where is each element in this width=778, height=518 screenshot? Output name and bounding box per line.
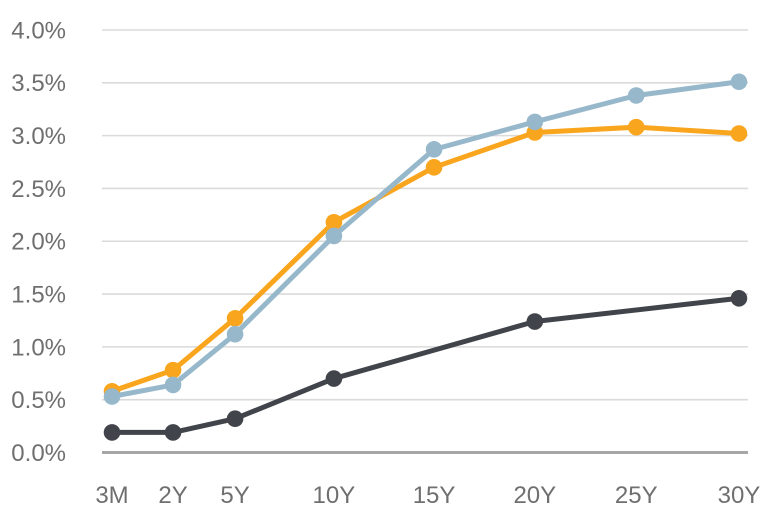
marker-blue-curve-30Y [730,73,748,91]
x-tick-label: 30Y [718,482,761,509]
marker-orange-curve-25Y [627,118,645,136]
marker-orange-curve-10Y [325,213,343,231]
y-tick-label: 4.0% [11,17,66,44]
marker-blue-curve-10Y [325,227,343,245]
y-tick-label: 0.5% [11,387,66,414]
marker-dark-curve-10Y [325,370,343,387]
marker-blue-curve-20Y [526,113,544,131]
y-tick-label: 1.5% [11,281,66,308]
x-tick-label: 3M [95,482,128,509]
marker-blue-curve-3M [103,388,121,405]
y-tick-label: 3.0% [11,123,66,150]
marker-dark-curve-20Y [526,313,544,330]
y-tick-label: 2.5% [11,176,66,203]
x-tick-labels: 3M 2Y 5Y 10Y 15Y 20Y 25Y 30Y [95,482,760,509]
marker-dark-curve-3M [103,424,121,441]
series-dark-curve [103,289,748,441]
series-orange-curve [103,118,748,400]
marker-blue-curve-5Y [226,325,244,343]
marker-blue-curve-15Y [425,141,443,158]
marker-dark-curve-5Y [226,410,244,428]
marker-orange-curve-15Y [425,159,443,176]
y-tick-label: 0.0% [11,440,66,467]
marker-orange-curve-5Y [226,310,244,327]
x-tick-label: 20Y [513,482,556,509]
series-blue-curve [103,73,748,405]
marker-blue-curve-2Y [164,376,182,394]
gridlines [102,29,748,401]
x-tick-label: 5Y [220,482,249,509]
y-tick-labels: 0.0% 0.5% 1.0% 1.5% 2.0% 2.5% 3.0% 3.5% 4.0% [11,17,66,467]
marker-orange-curve-30Y [730,125,748,142]
y-tick-label: 2.0% [11,229,66,256]
x-tick-label: 2Y [158,482,187,509]
y-tick-label: 1.0% [11,334,66,361]
marker-dark-curve-30Y [730,289,748,307]
y-tick-label: 3.5% [11,70,66,97]
x-tick-label: 25Y [615,482,658,509]
marker-dark-curve-2Y [164,424,182,441]
marker-orange-curve-2Y [164,361,182,379]
series-line-dark-curve [109,295,742,435]
series-line-blue-curve [109,79,742,400]
x-tick-label: 10Y [313,482,356,509]
x-tick-label: 15Y [413,482,456,509]
marker-blue-curve-25Y [627,87,645,104]
